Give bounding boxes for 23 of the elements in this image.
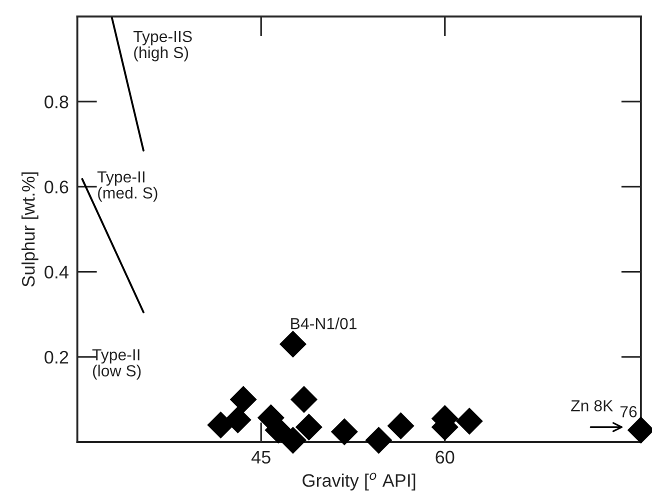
point bbox=[279, 426, 306, 454]
y-tick-label: 0.6 bbox=[44, 180, 68, 194]
point bbox=[330, 418, 358, 446]
y-axis-title: Sulphur [wt.%] bbox=[22, 172, 38, 287]
x-tick-label: 60 bbox=[436, 450, 454, 464]
annotation: 76 bbox=[620, 406, 637, 418]
annotation: B4-N1/01 bbox=[291, 318, 356, 330]
x-axis-title: Gravity [$^{o}$ API] bbox=[302, 472, 416, 490]
point bbox=[295, 414, 322, 441]
point bbox=[456, 408, 483, 435]
x-tick-label: 45 bbox=[251, 450, 270, 464]
point bbox=[387, 412, 414, 440]
annotation: Type-II (low S) bbox=[92, 349, 141, 380]
y-tick-label: 0.8 bbox=[44, 96, 68, 108]
y-tick-label: 0.2 bbox=[44, 350, 68, 364]
annotation: Type-IIS (high S) bbox=[133, 30, 192, 62]
point bbox=[290, 386, 318, 413]
point bbox=[230, 386, 257, 413]
y-tick-label: 0.4 bbox=[44, 266, 68, 279]
point bbox=[279, 330, 306, 358]
annotation: Type-II (med. S) bbox=[97, 171, 158, 202]
annotation: Zn 8K bbox=[571, 400, 614, 412]
point bbox=[365, 426, 392, 454]
